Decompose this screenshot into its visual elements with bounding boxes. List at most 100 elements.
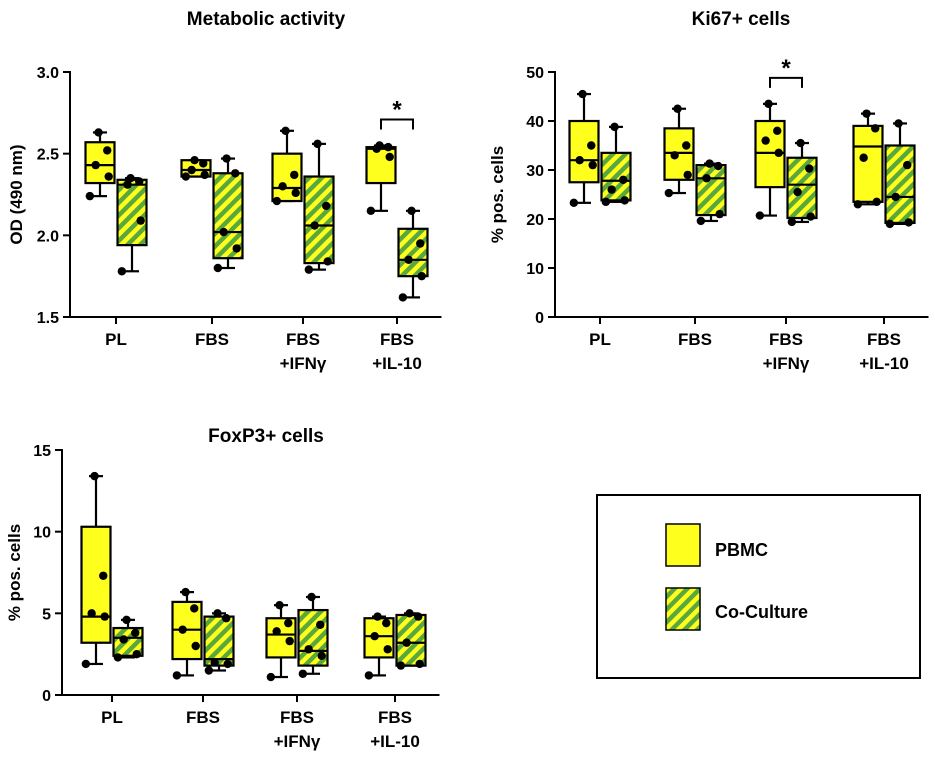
data-point [278, 182, 287, 191]
data-point [113, 653, 123, 662]
data-point [323, 257, 332, 266]
panel-1: Ki67+ cells % pos. cells 0 10 20 30 40 50 PL FBS F… [488, 9, 929, 373]
y-tick-label: 0 [42, 688, 51, 705]
data-point [619, 175, 628, 184]
data-point [607, 185, 616, 194]
data-point [232, 244, 241, 253]
data-point [222, 614, 231, 623]
x-tick-label: FBS [286, 330, 320, 349]
data-point [682, 141, 691, 150]
x-tick-label: FBS [195, 330, 229, 349]
data-point [187, 165, 196, 175]
data-point [715, 209, 724, 219]
legend: PBMC Co-Culture [596, 494, 921, 679]
box-iqr [116, 178, 148, 247]
data-point [190, 156, 199, 165]
x-tick-label: FBS [678, 330, 712, 349]
data-point [313, 139, 322, 149]
data-point [402, 638, 411, 647]
data-point [275, 600, 284, 610]
data-point [370, 632, 379, 641]
data-point [417, 271, 426, 281]
x-tick-label: FBS [867, 330, 901, 349]
box-co-culture [695, 159, 727, 226]
box-iqr [600, 151, 632, 202]
data-point [601, 197, 611, 207]
box-iqr [303, 175, 335, 265]
x-tick-label: +IFNγ [280, 354, 327, 373]
data-point [859, 153, 868, 162]
data-point [620, 196, 629, 205]
box-iqr [212, 172, 244, 260]
data-point [104, 172, 113, 181]
data-point [414, 612, 423, 621]
data-point [761, 136, 770, 145]
significance-star: * [781, 55, 791, 82]
x-tick-label: +IL-10 [370, 732, 420, 751]
box-pbmc [754, 99, 786, 220]
data-point [714, 161, 723, 171]
box-pbmc [180, 156, 212, 181]
data-point [213, 263, 223, 273]
box-pbmc [271, 126, 303, 206]
box-iqr [203, 615, 235, 667]
legend-swatch-co-culture [665, 587, 701, 631]
data-point [610, 122, 619, 132]
box-co-culture [600, 122, 632, 207]
data-point [764, 99, 773, 109]
data-point [136, 216, 145, 225]
data-point [871, 124, 880, 133]
data-point [415, 659, 424, 669]
significance-bracket [769, 76, 803, 88]
data-point [903, 160, 912, 170]
data-point [872, 197, 881, 207]
data-point [117, 267, 127, 276]
y-tick-label: 3.0 [37, 65, 59, 82]
box-iqr [397, 227, 429, 278]
box-co-culture [884, 119, 916, 229]
data-point [894, 119, 903, 128]
box-co-culture [212, 154, 244, 273]
data-point [375, 141, 384, 150]
data-point [304, 265, 314, 274]
data-point [364, 671, 374, 680]
chart-panels: Metabolic activity OD (490 nm) 1.5 2.0 2.5 3.… [5, 9, 929, 751]
y-tick-label: 10 [33, 525, 51, 542]
data-point [853, 200, 863, 209]
y-tick-label: 1.5 [37, 310, 59, 327]
y-tick-label: 2.0 [37, 228, 59, 245]
panel-0: Metabolic activity OD (490 nm) 1.5 2.0 2.5 3.… [7, 9, 442, 373]
data-point [132, 649, 141, 659]
data-point [569, 198, 579, 208]
x-tick-label: PL [101, 708, 123, 727]
data-point [87, 609, 96, 618]
data-point [122, 615, 131, 625]
data-point [366, 206, 376, 216]
data-point [755, 211, 765, 220]
data-point [310, 221, 319, 230]
data-point [673, 104, 682, 113]
y-tick-label: 15 [33, 443, 51, 460]
box-co-culture [112, 615, 144, 662]
box-co-culture [297, 592, 329, 678]
box-iqr [695, 164, 727, 217]
data-point [91, 160, 100, 170]
data-point [123, 180, 132, 189]
data-point [200, 170, 209, 180]
box-pbmc [80, 471, 112, 669]
x-tick-label: PL [105, 330, 127, 349]
chart-title: FoxP3+ cells [208, 426, 324, 447]
x-tick-label: FBS [186, 708, 220, 727]
y-tick-label: 2.5 [37, 147, 59, 164]
data-point [90, 471, 99, 481]
y-tick-label: 50 [526, 65, 544, 82]
data-point [384, 142, 393, 152]
box-co-culture [397, 206, 429, 302]
y-tick-label: 10 [526, 261, 544, 278]
data-point [81, 659, 91, 669]
data-point [307, 592, 316, 602]
data-point [317, 651, 326, 660]
x-tick-label: FBS [380, 330, 414, 349]
x-tick-label: +IFNγ [274, 732, 321, 751]
data-point [285, 636, 294, 646]
